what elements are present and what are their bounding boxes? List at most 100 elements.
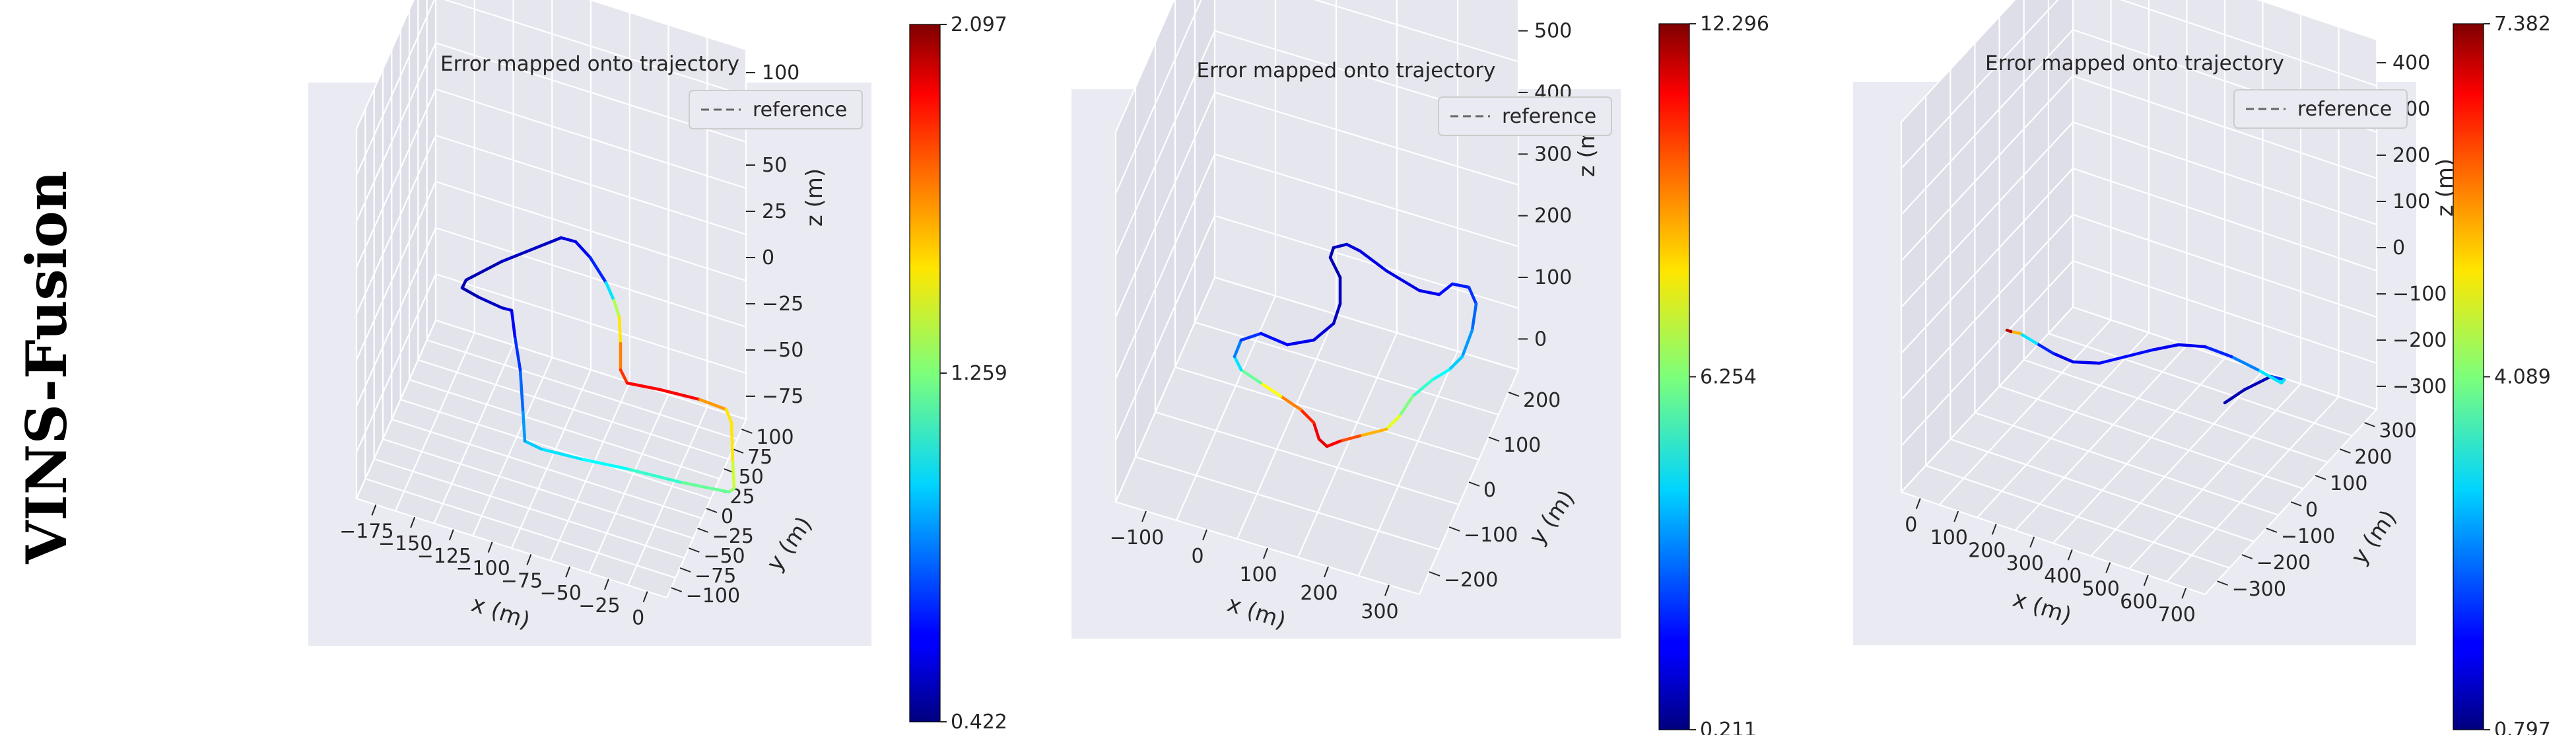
trajectory-segment — [1285, 338, 1316, 347]
colorbar-gradient — [1658, 23, 1690, 730]
chart-title: Error mapped onto trajectory — [1985, 52, 2284, 75]
y-tick-label: 200 — [1523, 389, 1561, 412]
trajectory-segment — [1299, 407, 1316, 425]
colorbar-min-label: 0.422 — [951, 711, 1007, 734]
row-label: VINS-Fusion — [14, 170, 79, 564]
gridline-z — [1901, 0, 2377, 169]
z-axis-label: z (m) — [801, 168, 828, 227]
x-tick-label: 100 — [1930, 526, 1968, 549]
x-tick-mark — [1141, 510, 1147, 522]
y-tick-label: −300 — [2232, 578, 2286, 601]
z-tick-label: 50 — [762, 154, 787, 177]
y-tick-label: 0 — [2305, 499, 2318, 522]
y-tick-label: −100 — [686, 584, 740, 608]
colorbar-min-label: 0.211 — [1700, 718, 1757, 735]
trajectory-segment — [612, 298, 621, 319]
trajectory-segment — [604, 281, 616, 302]
trajectory-segment — [1239, 332, 1263, 342]
plots: −175−150−125−100−75−50−250−100−75−50−250… — [308, 0, 2551, 735]
y-tick-mark — [1448, 526, 1460, 532]
trajectory-segment — [539, 447, 583, 461]
trajectory-segment — [1460, 328, 1474, 359]
legend-label: reference — [1502, 105, 1596, 128]
error-trajectory — [460, 236, 736, 494]
y-tick-label: −100 — [2281, 525, 2335, 548]
colorbar-gradient — [2453, 23, 2484, 730]
x-tick-mark — [2105, 562, 2111, 573]
y-tick-label: 100 — [756, 426, 794, 449]
gridline-z — [355, 134, 747, 314]
trajectory-segment — [1328, 246, 1336, 260]
trajectory-segment — [1328, 256, 1342, 279]
gridline-z — [1901, 121, 2377, 308]
gridline-z — [1114, 91, 1519, 318]
colorbar-mid-label: 6.254 — [1700, 366, 1757, 389]
trajectory-segment — [678, 480, 731, 494]
y-tick-mark — [1508, 392, 1520, 397]
trajectory-segment — [500, 306, 514, 312]
trajectory-segment — [2009, 330, 2022, 335]
z-tick-label: 0 — [1534, 328, 1547, 351]
x-tick-mark — [1915, 498, 1921, 510]
y-tick-label: 100 — [2330, 472, 2367, 495]
gridline-z — [1114, 30, 1519, 256]
gridline-z — [1901, 213, 2377, 400]
z-tick-label: 100 — [762, 61, 799, 85]
trajectory-segment — [1398, 394, 1415, 418]
gridline-z — [1901, 0, 2377, 123]
chart-title: Error mapped onto trajectory — [1197, 59, 1496, 83]
trajectory-segment — [625, 467, 682, 484]
trajectory-segment — [1259, 381, 1283, 398]
trajectory-segment — [1332, 242, 1349, 250]
legend-box — [2233, 89, 2408, 129]
y-tick-mark — [688, 547, 700, 553]
x-tick-label: 0 — [1905, 514, 1917, 537]
y-tick-mark — [2364, 422, 2375, 427]
trajectory-segment — [1312, 322, 1336, 342]
y-tick-label: 300 — [2379, 419, 2416, 442]
trajectory-segment — [523, 439, 543, 451]
trajectory-segment — [2124, 348, 2154, 359]
gridline-z — [355, 42, 747, 222]
gridlines — [1900, 0, 2378, 596]
trajectory-segment — [477, 295, 504, 310]
y-tick-mark — [2241, 554, 2253, 559]
y-tick-label: 75 — [747, 446, 772, 469]
y-tick-label: 0 — [1483, 479, 1496, 502]
gridline-z — [355, 180, 747, 361]
trajectory-segment — [698, 398, 728, 411]
trajectory-segment — [1338, 434, 1362, 443]
chart-title: Error mapped onto trajectory — [440, 52, 739, 76]
colorbar-min-label: 0.797 — [2494, 718, 2551, 735]
z-tick-label: 200 — [1534, 205, 1572, 228]
y-tick-mark — [2339, 448, 2351, 454]
trajectory-segment — [1317, 437, 1329, 448]
legend-box — [689, 90, 863, 129]
trajectory-segment — [1233, 355, 1243, 372]
x-tick-label: −125 — [417, 545, 471, 568]
y-tick-mark — [2290, 501, 2302, 507]
z-tick-label: 400 — [2392, 52, 2430, 75]
trajectory-segment — [731, 460, 736, 491]
x-tick-label: 300 — [1361, 600, 1398, 623]
trajectory-segment — [1467, 285, 1478, 306]
trajectory-segment — [500, 236, 563, 263]
x-tick-label: −50 — [539, 582, 581, 605]
z-tick-label: 300 — [1534, 143, 1572, 166]
gridline-z — [1114, 0, 1518, 133]
trajectory-segment — [2223, 388, 2247, 405]
y-tick-mark — [732, 448, 744, 454]
gridline-z — [355, 227, 747, 407]
trajectory-segment — [518, 368, 525, 411]
trajectory-segment — [559, 236, 578, 244]
x-tick-mark — [410, 516, 416, 528]
x-tick-label: 300 — [2006, 552, 2044, 575]
gridline-z — [1114, 215, 1519, 441]
y-tick-mark — [671, 587, 683, 592]
z-tick-label: 100 — [1534, 266, 1572, 289]
x-tick-mark — [487, 542, 493, 553]
x-tick-mark — [1953, 510, 1959, 522]
trajectory-segment — [1470, 302, 1478, 332]
x-tick-label: 0 — [632, 607, 644, 630]
